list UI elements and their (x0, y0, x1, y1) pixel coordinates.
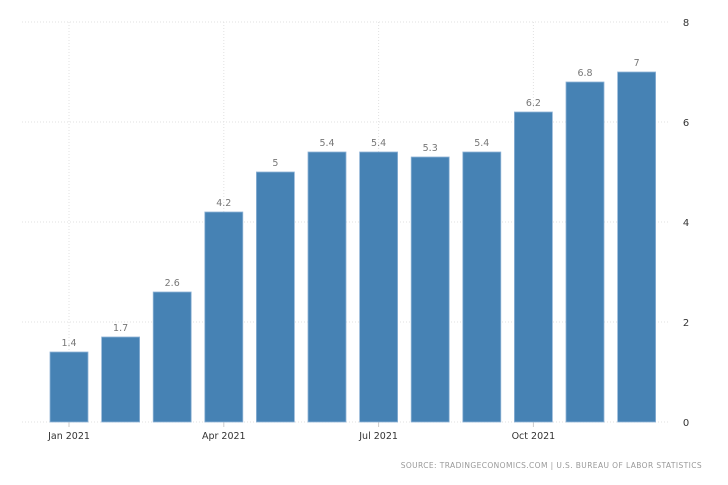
bar (514, 111, 553, 423)
data-label: 5.3 (423, 143, 438, 154)
data-label: 2.6 (165, 278, 180, 289)
y-tick-label: 0 (683, 418, 689, 429)
bar (204, 211, 244, 423)
y-tick-label: 2 (683, 318, 689, 329)
data-label: 1.4 (61, 338, 76, 349)
x-tick-label: Jan 2021 (47, 431, 90, 442)
bar (49, 351, 89, 423)
data-label: 1.7 (113, 323, 128, 334)
y-tick-label: 6 (683, 118, 689, 129)
data-label: 5.4 (371, 138, 386, 149)
data-label: 6.8 (577, 68, 592, 79)
source-note: SOURCE: TRADINGECONOMICS.COM | U.S. BURE… (400, 461, 702, 470)
x-tick-label: Oct 2021 (512, 431, 556, 442)
y-tick-label: 4 (683, 218, 689, 229)
y-tick-label: 8 (683, 18, 689, 29)
data-label: 5 (272, 158, 278, 169)
bar (462, 151, 502, 423)
bar (410, 156, 450, 423)
data-label: 5.4 (319, 138, 334, 149)
x-tick-label: Jul 2021 (358, 431, 398, 442)
data-label: 6.2 (526, 98, 541, 109)
data-label: 7 (634, 58, 640, 69)
bar (617, 71, 656, 423)
bar (101, 336, 140, 423)
data-label: 5.4 (474, 138, 489, 149)
bar (565, 81, 605, 423)
x-tick-label: Apr 2021 (202, 431, 246, 442)
bar (307, 151, 347, 423)
data-label: 4.2 (216, 198, 231, 209)
bar (152, 291, 192, 423)
bar (255, 171, 295, 423)
bar (359, 151, 399, 423)
